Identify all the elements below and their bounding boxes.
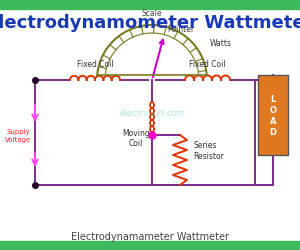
Text: electrvault.com: electrvault.com	[119, 108, 185, 117]
Text: Supply
Voltage: Supply Voltage	[5, 129, 31, 142]
Text: Fixed Coil: Fixed Coil	[189, 60, 225, 69]
Text: Pointer: Pointer	[167, 25, 194, 34]
Bar	[0, 0, 300, 10]
Text: Fixed Coil: Fixed Coil	[77, 60, 113, 69]
Text: Watts: Watts	[210, 38, 232, 47]
Bar	[0, 241, 300, 250]
Text: Electrodynamameter Wattmeter: Electrodynamameter Wattmeter	[71, 231, 229, 241]
Text: Electrodynamometer Wattmeter: Electrodynamometer Wattmeter	[0, 14, 300, 32]
Bar	[258, 76, 288, 156]
Text: Series
Resistor: Series Resistor	[193, 141, 224, 160]
Text: Moving
Coil: Moving Coil	[122, 128, 150, 148]
Text: L
O
A
D: L O A D	[269, 94, 277, 136]
Text: Scale: Scale	[142, 9, 162, 18]
